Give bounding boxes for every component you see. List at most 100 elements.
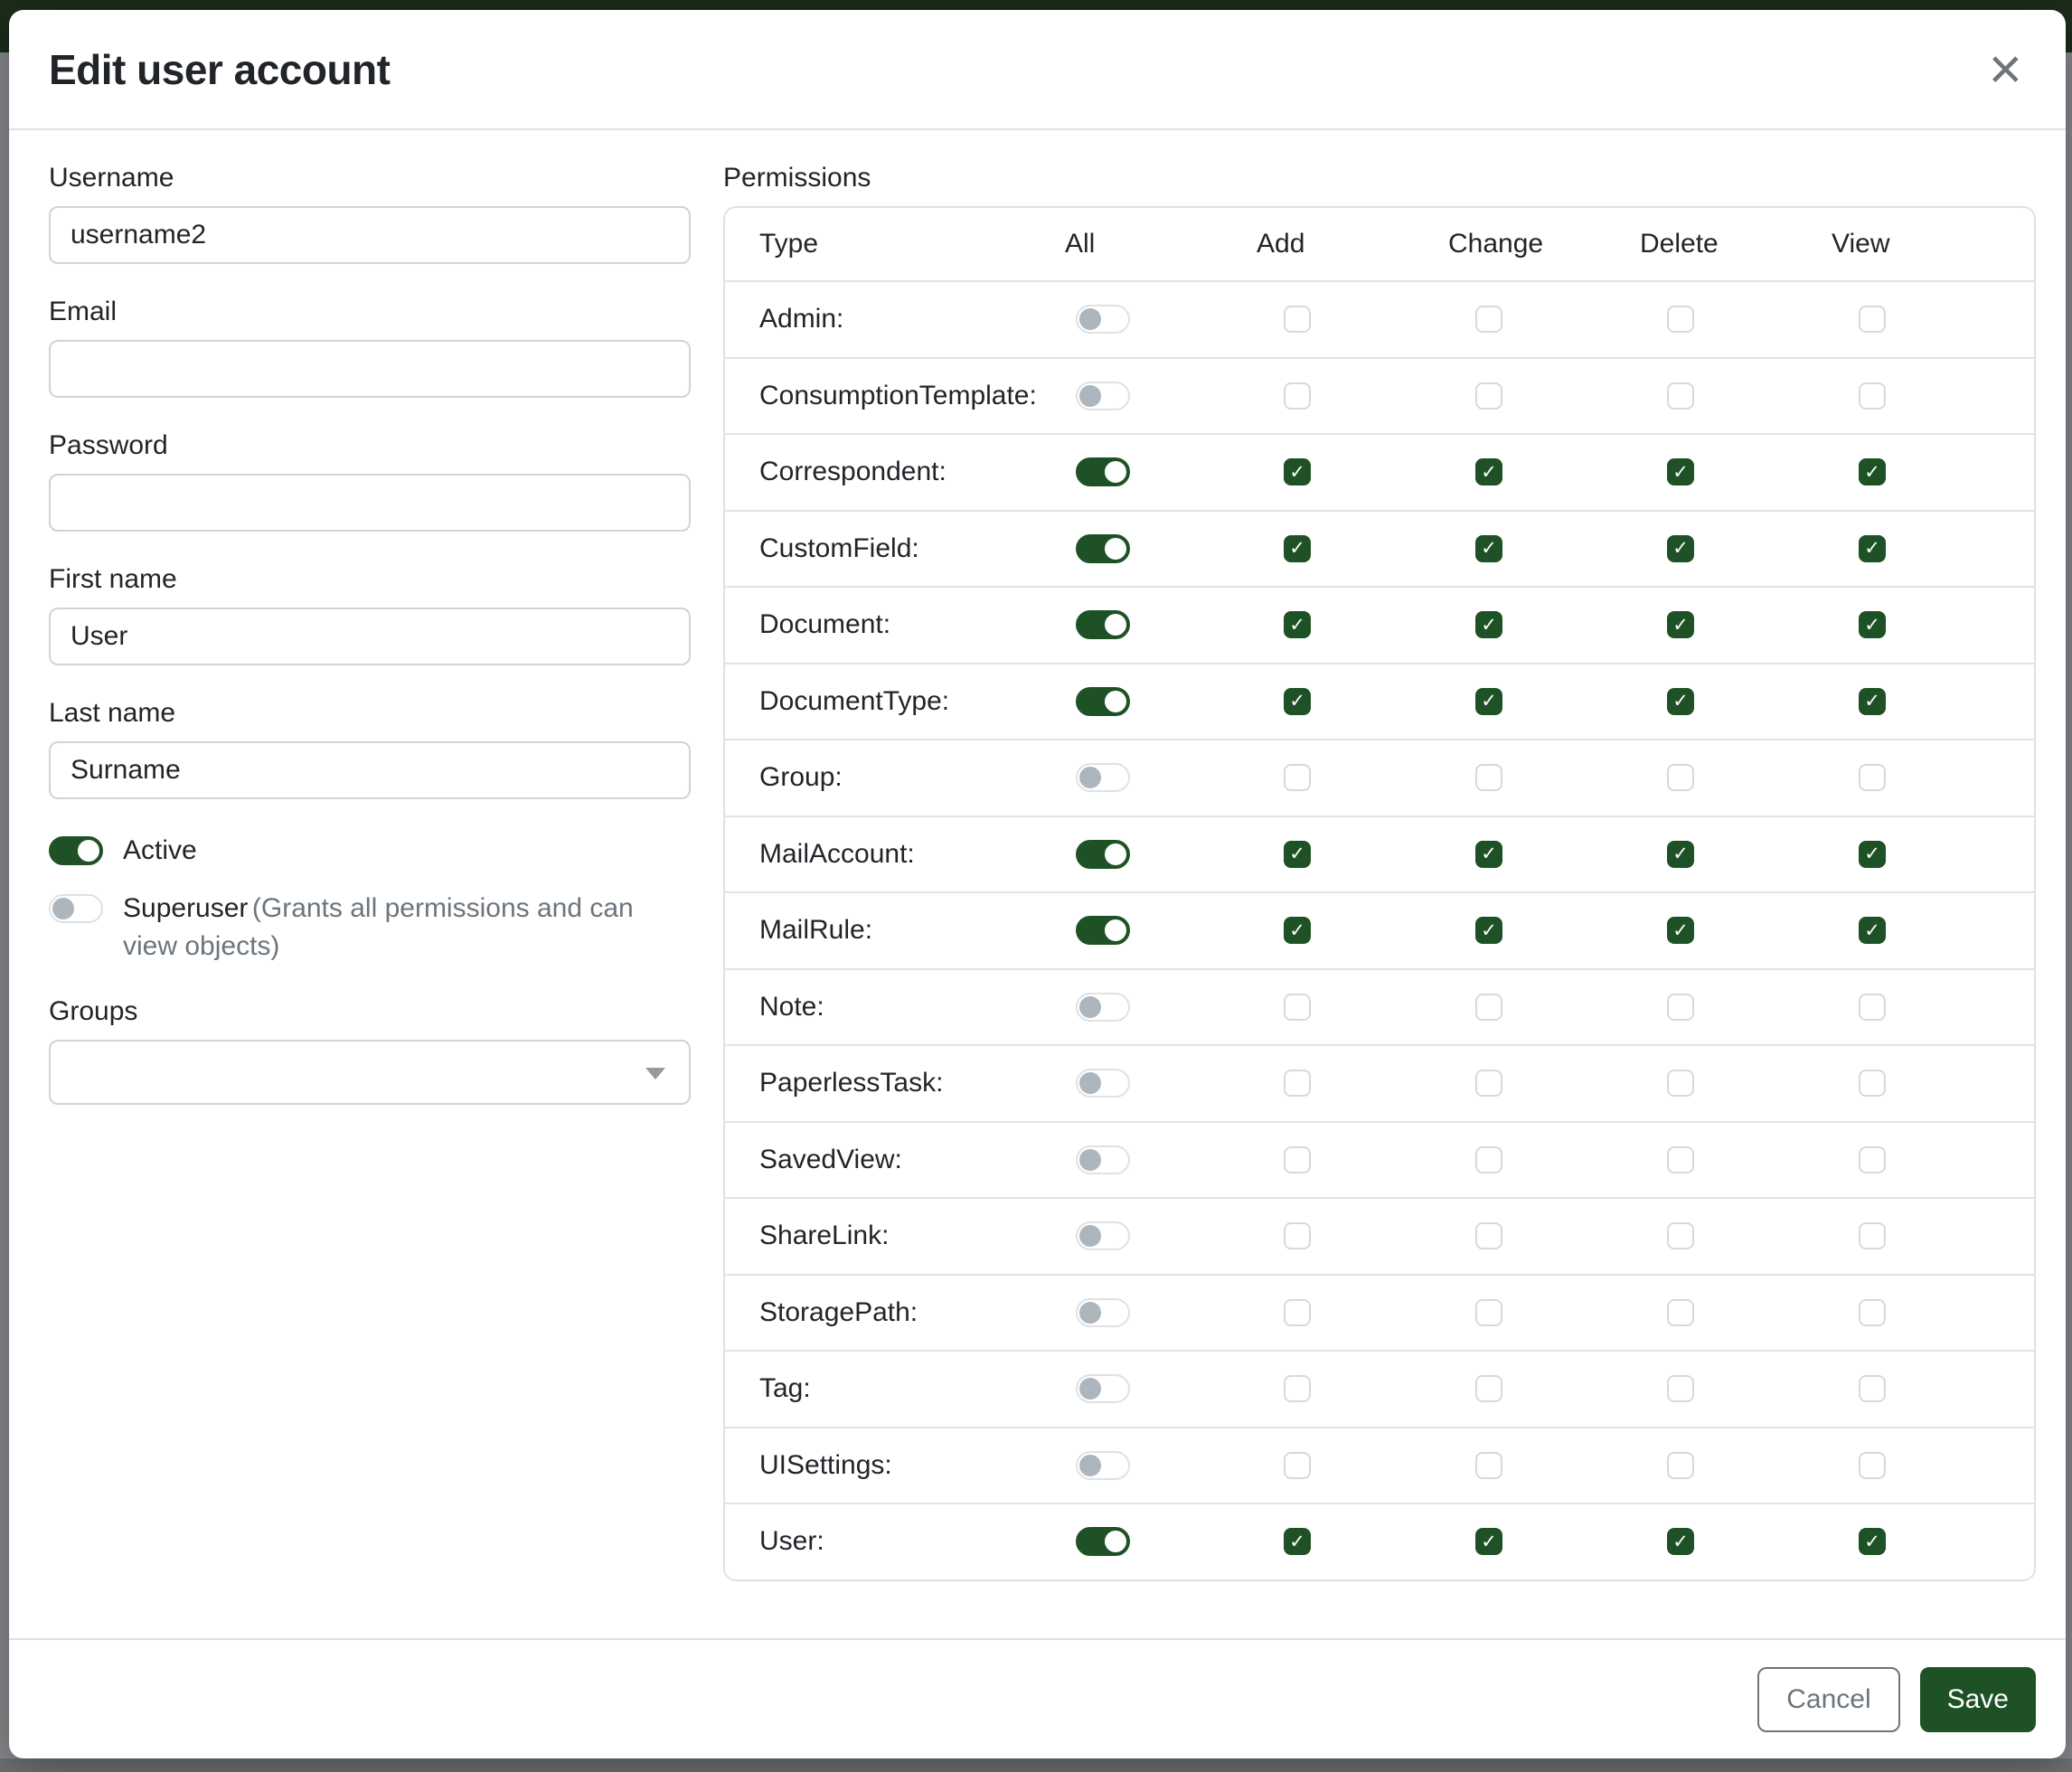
perm-checkbox-change[interactable] xyxy=(1475,764,1502,792)
perm-toggle-all[interactable] xyxy=(1076,610,1130,640)
perm-checkbox-view[interactable]: ✓ xyxy=(1859,917,1886,945)
perm-toggle-all[interactable] xyxy=(1076,1527,1130,1557)
perm-checkbox-change[interactable] xyxy=(1475,993,1502,1021)
perm-checkbox-add[interactable] xyxy=(1284,1298,1311,1326)
perm-checkbox-view[interactable] xyxy=(1859,1451,1886,1479)
perm-checkbox-add[interactable]: ✓ xyxy=(1284,840,1311,868)
perm-checkbox-change[interactable] xyxy=(1475,382,1502,410)
groups-select[interactable] xyxy=(49,1040,691,1105)
perm-checkbox-change[interactable] xyxy=(1475,1298,1502,1326)
perm-checkbox-add[interactable] xyxy=(1284,993,1311,1021)
perm-checkbox-view[interactable]: ✓ xyxy=(1859,611,1886,639)
perm-checkbox-view[interactable] xyxy=(1859,1222,1886,1250)
perm-checkbox-delete[interactable] xyxy=(1667,382,1694,410)
perm-checkbox-change[interactable] xyxy=(1475,1145,1502,1173)
perm-checkbox-add[interactable] xyxy=(1284,764,1311,792)
perm-checkbox-view[interactable] xyxy=(1859,764,1886,792)
perm-toggle-all[interactable] xyxy=(1076,533,1130,563)
perm-checkbox-view[interactable]: ✓ xyxy=(1859,687,1886,715)
perm-checkbox-change[interactable]: ✓ xyxy=(1475,917,1502,945)
toggle-knob xyxy=(1105,690,1126,712)
perm-toggle-all[interactable] xyxy=(1076,763,1130,793)
cancel-button[interactable]: Cancel xyxy=(1757,1666,1900,1732)
perm-checkbox-view[interactable]: ✓ xyxy=(1859,840,1886,868)
perm-checkbox-add[interactable] xyxy=(1284,1451,1311,1479)
perm-toggle-all[interactable] xyxy=(1076,457,1130,487)
perm-toggle-all[interactable] xyxy=(1076,1069,1130,1098)
perm-checkbox-change[interactable] xyxy=(1475,306,1502,334)
close-button[interactable]: × xyxy=(1982,39,2030,99)
perm-toggle-all[interactable] xyxy=(1076,1450,1130,1480)
close-icon: × xyxy=(1988,35,2022,101)
perm-checkbox-view[interactable] xyxy=(1859,1145,1886,1173)
perm-checkbox-delete[interactable] xyxy=(1667,1070,1694,1098)
perm-checkbox-view[interactable] xyxy=(1859,1070,1886,1098)
perm-checkbox-change[interactable]: ✓ xyxy=(1475,458,1502,486)
perm-checkbox-change[interactable] xyxy=(1475,1222,1502,1250)
perm-checkbox-view[interactable]: ✓ xyxy=(1859,458,1886,486)
perm-checkbox-view[interactable] xyxy=(1859,1298,1886,1326)
perm-checkbox-change[interactable]: ✓ xyxy=(1475,1528,1502,1556)
perm-toggle-all[interactable] xyxy=(1076,992,1130,1022)
active-toggle[interactable] xyxy=(49,836,103,865)
perm-checkbox-delete[interactable] xyxy=(1667,1145,1694,1173)
perm-checkbox-add[interactable]: ✓ xyxy=(1284,1528,1311,1556)
table-row: Group: xyxy=(725,739,2034,815)
perm-checkbox-add[interactable] xyxy=(1284,1375,1311,1403)
perm-checkbox-view[interactable] xyxy=(1859,306,1886,334)
perm-checkbox-delete[interactable]: ✓ xyxy=(1667,917,1694,945)
perm-toggle-all[interactable] xyxy=(1076,1221,1130,1251)
perm-checkbox-delete[interactable]: ✓ xyxy=(1667,687,1694,715)
perm-checkbox-add[interactable]: ✓ xyxy=(1284,687,1311,715)
perm-checkbox-delete[interactable] xyxy=(1667,764,1694,792)
perm-checkbox-view[interactable] xyxy=(1859,993,1886,1021)
perm-checkbox-add[interactable] xyxy=(1284,306,1311,334)
perm-checkbox-view[interactable] xyxy=(1859,1375,1886,1403)
perm-checkbox-delete[interactable] xyxy=(1667,1298,1694,1326)
perm-toggle-all[interactable] xyxy=(1076,1145,1130,1174)
perm-checkbox-add[interactable]: ✓ xyxy=(1284,611,1311,639)
perm-checkbox-delete[interactable] xyxy=(1667,1451,1694,1479)
perm-checkbox-change[interactable]: ✓ xyxy=(1475,687,1502,715)
perm-toggle-all[interactable] xyxy=(1076,381,1130,410)
perm-checkbox-delete[interactable] xyxy=(1667,306,1694,334)
perm-checkbox-delete[interactable]: ✓ xyxy=(1667,458,1694,486)
perm-checkbox-add[interactable] xyxy=(1284,1145,1311,1173)
perm-checkbox-delete[interactable]: ✓ xyxy=(1667,611,1694,639)
first-name-field[interactable] xyxy=(49,608,691,665)
perm-toggle-all[interactable] xyxy=(1076,686,1130,716)
username-input[interactable] xyxy=(49,206,691,264)
perm-toggle-all[interactable] xyxy=(1076,916,1130,946)
email-field[interactable] xyxy=(49,340,691,398)
perm-checkbox-add[interactable] xyxy=(1284,1222,1311,1250)
perm-checkbox-change[interactable]: ✓ xyxy=(1475,611,1502,639)
perm-checkbox-add[interactable]: ✓ xyxy=(1284,917,1311,945)
password-field[interactable] xyxy=(49,474,691,532)
superuser-toggle[interactable] xyxy=(49,894,103,923)
perm-checkbox-delete[interactable] xyxy=(1667,1222,1694,1250)
perm-checkbox-change[interactable]: ✓ xyxy=(1475,840,1502,868)
perm-toggle-all[interactable] xyxy=(1076,839,1130,869)
perm-checkbox-delete[interactable] xyxy=(1667,1375,1694,1403)
save-button[interactable]: Save xyxy=(1919,1666,2036,1732)
perm-checkbox-change[interactable] xyxy=(1475,1451,1502,1479)
perm-checkbox-add[interactable] xyxy=(1284,1070,1311,1098)
perm-checkbox-view[interactable]: ✓ xyxy=(1859,1528,1886,1556)
perm-checkbox-view[interactable] xyxy=(1859,382,1886,410)
perm-checkbox-add[interactable] xyxy=(1284,382,1311,410)
perm-checkbox-delete[interactable]: ✓ xyxy=(1667,534,1694,562)
perm-checkbox-view[interactable]: ✓ xyxy=(1859,534,1886,562)
perm-toggle-all[interactable] xyxy=(1076,305,1130,335)
perm-checkbox-delete[interactable]: ✓ xyxy=(1667,1528,1694,1556)
perm-toggle-all[interactable] xyxy=(1076,1374,1130,1404)
perm-checkbox-change[interactable] xyxy=(1475,1375,1502,1403)
perm-checkbox-change[interactable] xyxy=(1475,1070,1502,1098)
perm-checkbox-delete[interactable]: ✓ xyxy=(1667,840,1694,868)
perm-checkbox-delete[interactable] xyxy=(1667,993,1694,1021)
table-row: ConsumptionTemplate: xyxy=(725,356,2034,434)
perm-checkbox-add[interactable]: ✓ xyxy=(1284,458,1311,486)
last-name-field[interactable] xyxy=(49,741,691,799)
perm-checkbox-add[interactable]: ✓ xyxy=(1284,534,1311,562)
perm-checkbox-change[interactable]: ✓ xyxy=(1475,534,1502,562)
perm-toggle-all[interactable] xyxy=(1076,1297,1130,1327)
